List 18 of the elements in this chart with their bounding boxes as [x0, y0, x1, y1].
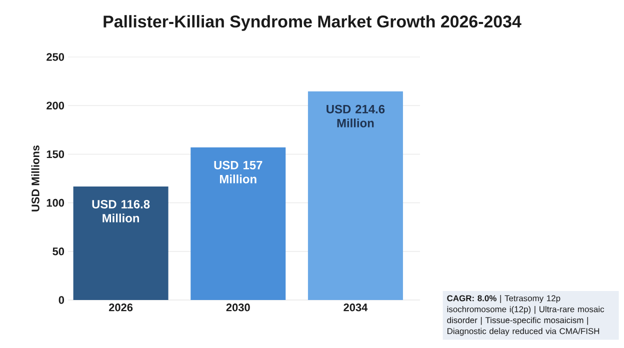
- data-label: USD 214.6 Million: [326, 104, 385, 128]
- x-tick-label: 2030: [226, 304, 250, 312]
- bar: [73, 186, 168, 300]
- data-label: USD 116.8 Million: [92, 200, 150, 222]
- y-tick-label: 0: [58, 296, 64, 304]
- x-tick-label: 2026: [108, 304, 133, 312]
- y-tick-label: 100: [46, 198, 64, 207]
- y-tick-label: 50: [52, 248, 64, 256]
- chart-title: Pallister-Killian Syndrome Market Growth 2026-2034: [104, 15, 522, 31]
- y-tick-label: 150: [46, 150, 64, 158]
- x-tick-label: 2034: [344, 304, 368, 312]
- bar: [308, 91, 403, 300]
- bar: [190, 147, 286, 300]
- y-tick-label: 250: [46, 53, 64, 61]
- y-tick-label: 200: [46, 102, 64, 110]
- text: CAGR: 8.0% | Tetrasomy 12p isochromosome i(12p) | Ultra-rare mosaic disorder | Tissue-specific mosaicism | Diagnostic delay reduced via CMA/FISH: [447, 295, 604, 336]
- y-axis-title: USD Millions: [31, 145, 40, 212]
- data-label: USD 157 Million: [214, 160, 262, 184]
